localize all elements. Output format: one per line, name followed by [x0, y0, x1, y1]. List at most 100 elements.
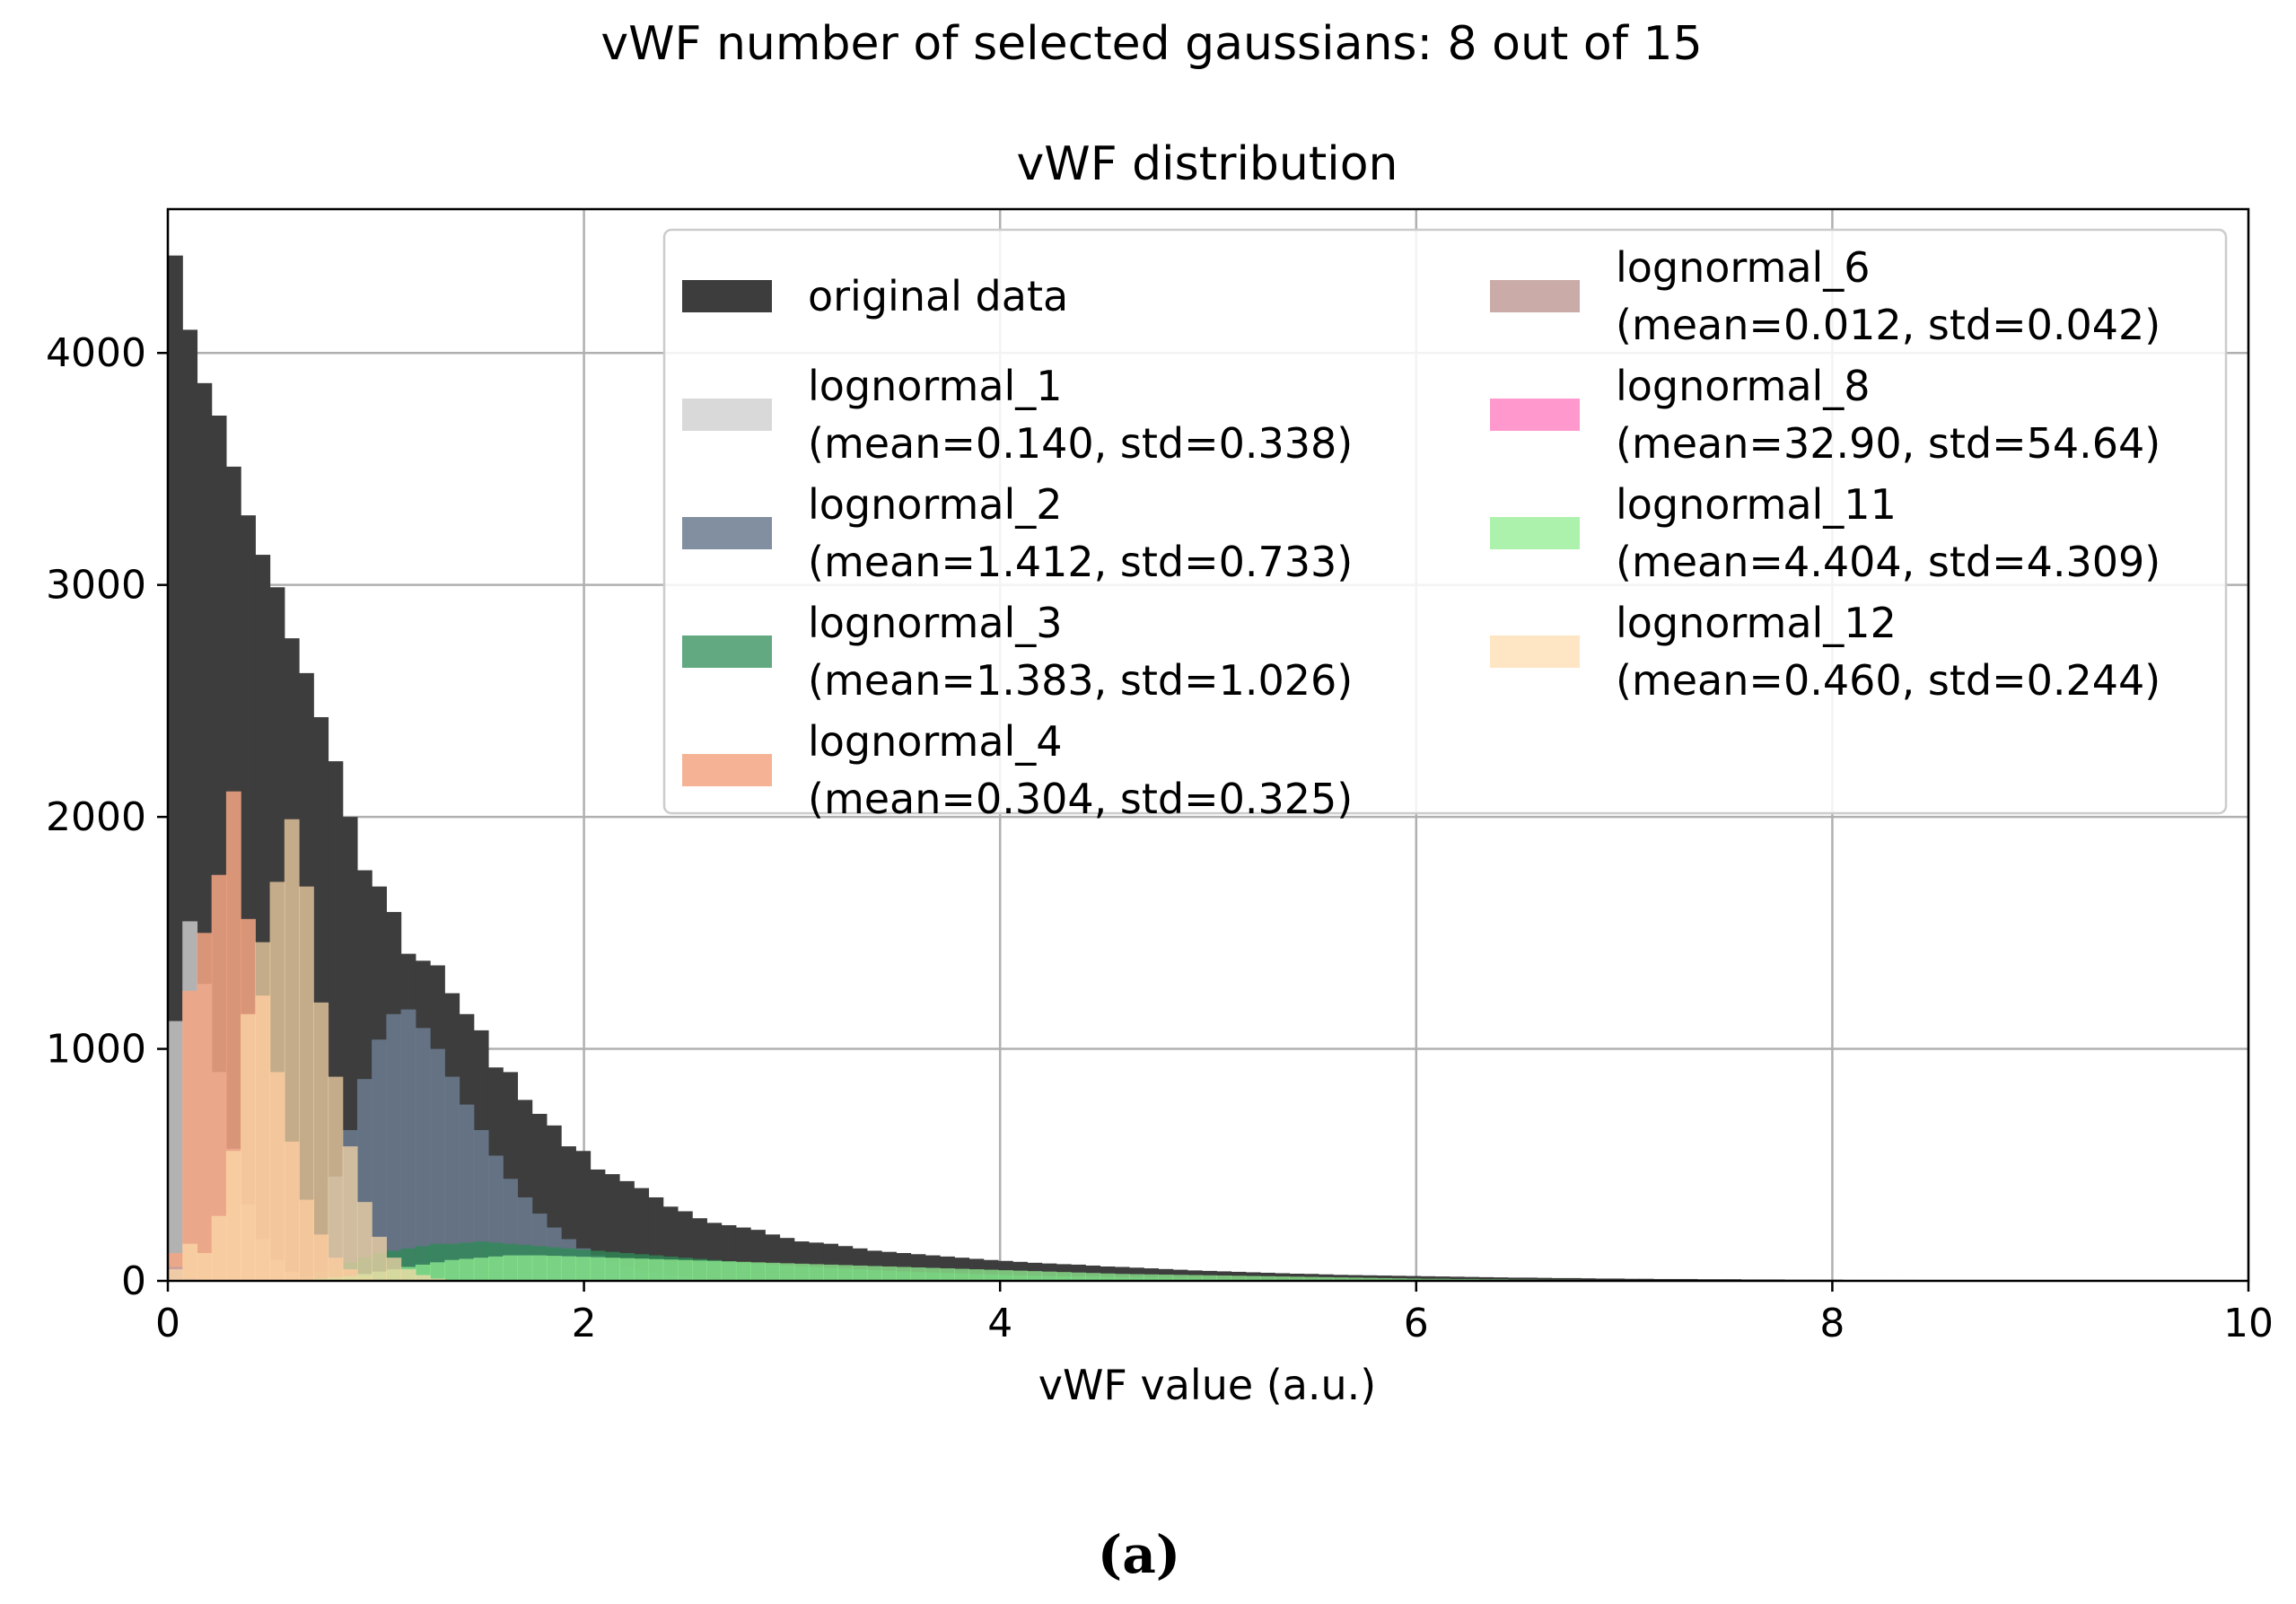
bar [430, 1262, 445, 1281]
bar [837, 1265, 854, 1281]
bar [1522, 1277, 1538, 1281]
bar [968, 1269, 985, 1281]
legend-stats: (mean=0.140, std=0.338) [808, 419, 1353, 468]
bar [765, 1262, 781, 1281]
bar [692, 1260, 707, 1281]
bar [444, 1076, 460, 1281]
bar [1493, 1277, 1509, 1281]
bar [866, 1266, 882, 1281]
bar [255, 942, 271, 1281]
plot-frame [166, 207, 2250, 1283]
y-tick-label: 2000 [46, 794, 146, 840]
bar [487, 1256, 504, 1281]
bar [721, 1261, 737, 1281]
bar [808, 1264, 824, 1281]
bar [1318, 1276, 1334, 1281]
legend-swatch [1490, 280, 1580, 312]
bar [1012, 1270, 1028, 1281]
bar [1275, 1276, 1291, 1281]
legend-items: original data lognormal_1 (mean=0.140, std… [682, 243, 2160, 823]
legend-label: lognormal_3 [808, 599, 1063, 647]
bar [386, 1013, 402, 1281]
bar [430, 1278, 445, 1281]
bar [1406, 1275, 1422, 1281]
bar [910, 1267, 926, 1281]
figure-caption: (a) [1098, 1524, 1180, 1585]
bar [211, 1215, 227, 1281]
bar [1449, 1276, 1465, 1281]
bar [1507, 1277, 1523, 1281]
legend-item-lognormal-4: lognormal_4 (mean=0.304, std=0.325) [682, 717, 1353, 823]
x-tick-label: 0 [155, 1301, 180, 1346]
legend-item-lognormal-3: lognormal_3 (mean=1.383, std=1.026) [682, 599, 1353, 705]
bar [517, 1255, 533, 1281]
bar [1537, 1277, 1553, 1281]
bar [1231, 1275, 1247, 1281]
legend-stats: (mean=1.383, std=1.026) [808, 656, 1353, 705]
bar [182, 990, 198, 1281]
legend-stats: (mean=4.404, std=4.309) [1616, 538, 2160, 586]
bar [546, 1256, 562, 1281]
bar [400, 1009, 416, 1281]
bar [386, 1258, 402, 1281]
bar [400, 1269, 416, 1281]
bar [430, 1048, 445, 1281]
bar [1027, 1271, 1043, 1281]
bar [1172, 1275, 1188, 1281]
bar [939, 1268, 955, 1281]
x-tick-label: 10 [2223, 1301, 2274, 1346]
bar [575, 1257, 592, 1281]
bar [459, 1258, 475, 1281]
bar [444, 1259, 460, 1281]
legend-label: lognormal_2 [808, 480, 1063, 529]
x-axis-ticks: 0 2 4 6 8 10 [155, 1281, 2274, 1346]
y-tick-label: 3000 [46, 563, 146, 609]
bar [225, 1151, 241, 1281]
bar [284, 819, 300, 1281]
bar [1071, 1272, 1086, 1281]
legend-item-lognormal-12: lognormal_12 (mean=0.460, std=0.244) [1490, 599, 2160, 705]
bar [925, 1267, 941, 1281]
bar [241, 1013, 256, 1281]
series-lognormal-12 [168, 819, 445, 1281]
legend-label: lognormal_8 [1616, 362, 1871, 410]
bar [269, 881, 285, 1281]
bar [706, 1260, 723, 1281]
bar [182, 1243, 198, 1281]
legend-label: lognormal_11 [1616, 480, 1897, 529]
legend-stats: (mean=0.012, std=0.042) [1616, 301, 2160, 349]
bar [1333, 1277, 1348, 1281]
bar [575, 1151, 592, 1281]
chart-title: vWF distribution [1017, 137, 1398, 191]
bar [662, 1259, 679, 1281]
bar [356, 1202, 372, 1281]
bar [604, 1258, 620, 1281]
histogram-bars [168, 255, 2249, 1281]
y-tick-label: 4000 [46, 330, 146, 376]
x-tick-label: 8 [1819, 1301, 1845, 1346]
legend-item-lognormal-8: lognormal_8 (mean=32.90, std=54.64) [1490, 362, 2160, 468]
bar [1202, 1275, 1217, 1281]
bar [473, 1258, 489, 1281]
bar [1434, 1276, 1450, 1281]
legend-swatch [1490, 635, 1580, 668]
legend-label: lognormal_4 [808, 717, 1063, 766]
x-axis-label: vWF value (a.u.) [1038, 1361, 1377, 1409]
legend-swatch [682, 635, 772, 668]
bar [1056, 1272, 1072, 1281]
bar [1187, 1275, 1203, 1281]
legend-item-original data: original data [682, 272, 1068, 320]
legend-label: lognormal_12 [1616, 599, 1897, 647]
bar [677, 1259, 693, 1281]
bar [619, 1258, 635, 1281]
bar [648, 1258, 664, 1281]
bar [1595, 1278, 1610, 1281]
bar [1362, 1277, 1378, 1281]
bar [896, 1267, 912, 1281]
bar [1245, 1275, 1261, 1281]
bar [1259, 1275, 1275, 1281]
bar [459, 1104, 475, 1281]
bar [1303, 1276, 1319, 1281]
legend: original data lognormal_1 (mean=0.140, std… [662, 228, 2228, 823]
bar [1464, 1276, 1479, 1281]
